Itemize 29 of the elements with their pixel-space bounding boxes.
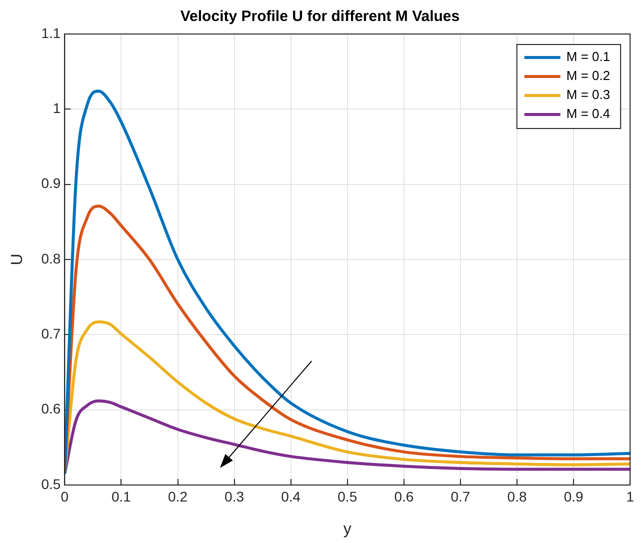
x-tick-label: 0.3 — [224, 488, 244, 504]
y-tick-label: 0.7 — [41, 326, 61, 342]
x-tick-label: 1 — [626, 488, 634, 504]
line-series — [64, 204, 630, 476]
x-tick-label: 0.6 — [394, 488, 414, 504]
line-series — [64, 399, 630, 476]
chart-title: Velocity Profile U for different M Values — [180, 8, 460, 26]
y-tick-label: 0.5 — [41, 476, 61, 492]
y-tick-label: 1 — [52, 100, 61, 116]
line-series — [64, 90, 630, 476]
legend-label: M = 0.3 — [566, 87, 610, 102]
x-tick-label: 0 — [60, 488, 69, 504]
y-axis-title: U — [9, 254, 26, 266]
x-tick-label: 0.2 — [168, 488, 188, 504]
x-tick-label: 0.7 — [450, 488, 470, 504]
y-tick-label: 0.8 — [41, 250, 61, 266]
x-axis-title: y — [343, 520, 352, 538]
y-tick-label: 0.6 — [41, 400, 61, 417]
legend-label: M = 0.2 — [566, 68, 610, 84]
x-tick-label: 0.4 — [281, 488, 301, 504]
y-tick-label: 0.9 — [41, 175, 61, 192]
y-tick-label: 1.1 — [41, 24, 61, 41]
line-series — [64, 320, 630, 476]
legend-label: M = 0.4 — [566, 106, 610, 122]
x-tick-label: 0.8 — [507, 488, 527, 504]
x-tick-label: 0.1 — [111, 488, 132, 504]
x-tick-label: 0.5 — [338, 488, 358, 504]
legend-label: M = 0.1 — [566, 49, 610, 64]
x-tick-label: 0.9 — [564, 488, 584, 504]
